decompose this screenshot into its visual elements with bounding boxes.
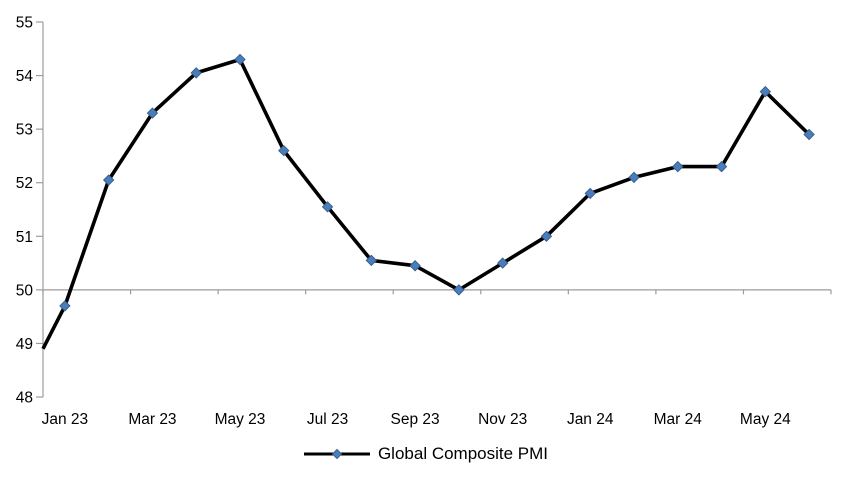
x-axis-tick-label: Nov 23	[478, 411, 527, 428]
x-axis-tick-label: Sep 23	[391, 411, 440, 428]
x-axis-tick-label: Jan 23	[42, 411, 89, 428]
data-point-marker	[234, 53, 246, 66]
data-point-marker	[409, 260, 421, 272]
data-point-marker	[278, 144, 290, 157]
x-axis-tick-label: May 23	[215, 411, 266, 428]
data-point-marker	[146, 107, 159, 119]
data-point-marker	[321, 201, 334, 213]
data-point-marker	[672, 160, 684, 173]
x-axis-tick-label: Mar 24	[654, 411, 703, 428]
series-line	[41, 57, 811, 350]
data-point-marker	[540, 230, 553, 242]
y-axis-tick-label: 54	[16, 68, 34, 85]
y-axis-tick-label: 53	[16, 122, 33, 139]
x-axis-tick-label: May 24	[740, 411, 791, 428]
y-axis-tick-label: 55	[16, 15, 33, 32]
data-point-marker	[584, 187, 596, 200]
legend-label: Global Composite PMI	[377, 444, 549, 463]
data-point-marker	[628, 171, 640, 184]
data-point-marker	[365, 254, 378, 267]
y-axis-tick-label: 52	[16, 175, 33, 192]
data-point-marker	[715, 160, 728, 173]
data-point-marker	[759, 85, 772, 98]
y-axis-tick-label: 50	[16, 282, 34, 299]
data-point-marker	[803, 128, 815, 141]
x-axis-tick-label: Mar 23	[128, 411, 176, 428]
legend-marker-icon	[303, 448, 370, 460]
legend: Global Composite PMI	[0, 441, 852, 467]
data-point-marker	[190, 67, 202, 79]
y-axis-tick-label: 51	[16, 229, 33, 246]
x-axis-tick-label: Jan 24	[567, 411, 614, 428]
y-axis-tick-label: 48	[16, 390, 33, 407]
data-point-marker	[453, 284, 465, 296]
data-point-marker	[102, 174, 115, 186]
x-axis-tick-label: Jul 23	[307, 411, 348, 428]
data-point-marker	[59, 300, 71, 312]
y-axis-tick-label: 49	[16, 336, 33, 353]
data-point-marker	[496, 257, 509, 269]
